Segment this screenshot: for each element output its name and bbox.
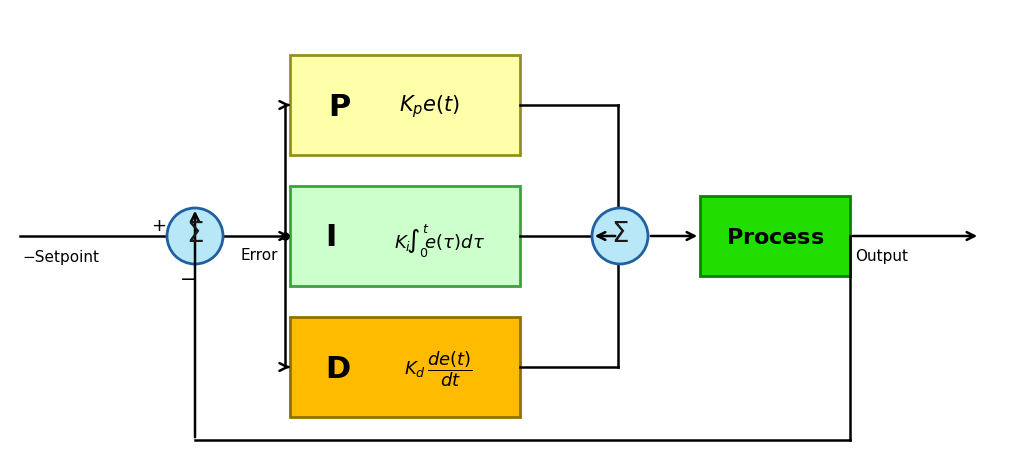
Circle shape	[592, 208, 648, 264]
Bar	[290, 55, 520, 155]
Text: $K_i\!\int_0^t\! e(\tau)d\tau$: $K_i\!\int_0^t\! e(\tau)d\tau$	[394, 222, 485, 260]
Text: $K_d\,\dfrac{de(t)}{dt}$: $K_d\,\dfrac{de(t)}{dt}$	[403, 349, 472, 389]
Text: $\mathbf{Process}$: $\mathbf{Process}$	[726, 228, 824, 248]
Text: $-$: $-$	[179, 268, 196, 287]
Text: Output: Output	[855, 249, 908, 264]
Circle shape	[167, 208, 223, 264]
Text: $K_p e(t)$: $K_p e(t)$	[399, 94, 461, 121]
Text: $\mathbf{D}$: $\mathbf{D}$	[325, 355, 350, 383]
Text: −Setpoint: −Setpoint	[22, 250, 99, 265]
Text: +: +	[152, 217, 167, 235]
Text: $\Sigma$: $\Sigma$	[611, 220, 629, 247]
Bar	[700, 196, 850, 276]
Text: $\mathbf{P}$: $\mathbf{P}$	[328, 92, 351, 122]
Text: $\mathbf{I}$: $\mathbf{I}$	[325, 224, 336, 252]
Bar	[290, 186, 520, 286]
Bar	[290, 317, 520, 417]
Text: $\Sigma$: $\Sigma$	[186, 220, 204, 247]
Text: Error: Error	[241, 248, 278, 263]
